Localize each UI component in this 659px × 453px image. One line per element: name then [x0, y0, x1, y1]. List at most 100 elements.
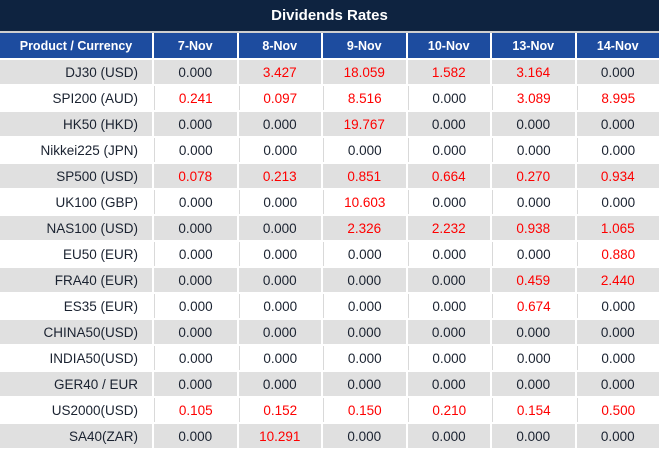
value-cell: 0.000 — [239, 112, 322, 136]
value-cell: 0.270 — [492, 164, 575, 188]
value-cell: 2.440 — [577, 268, 659, 292]
value-cell: 0.000 — [154, 242, 237, 266]
value-cell: 0.241 — [154, 86, 237, 110]
product-cell: INDIA50(USD) — [0, 346, 152, 370]
product-cell: UK100 (GBP) — [0, 190, 152, 214]
value-cell: 0.000 — [492, 190, 575, 214]
table-row: CHINA50(USD) 0.0000.0000.0000.0000.0000.… — [0, 320, 659, 344]
value-cell: 0.152 — [239, 398, 322, 422]
column-header-date-1: 7-Nov — [154, 33, 237, 58]
value-cell: 0.000 — [492, 320, 575, 344]
value-cell: 0.674 — [492, 294, 575, 318]
value-cell: 0.000 — [323, 346, 406, 370]
product-cell: FRA40 (EUR) — [0, 268, 152, 292]
product-cell: US2000(USD) — [0, 398, 152, 422]
value-cell: 10.291 — [239, 424, 322, 448]
table-row: FRA40 (EUR) 0.0000.0000.0000.0000.4592.4… — [0, 268, 659, 292]
table-title: Dividends Rates — [271, 7, 388, 24]
table-row: GER40 / EUR 0.0000.0000.0000.0000.0000.0… — [0, 372, 659, 396]
product-cell: Nikkei225 (JPN) — [0, 138, 152, 162]
table-row: INDIA50(USD) 0.0000.0000.0000.0000.0000.… — [0, 346, 659, 370]
product-cell: EU50 (EUR) — [0, 242, 152, 266]
dividends-table: Product / Currency 7-Nov 8-Nov 9-Nov 10-… — [0, 33, 659, 450]
value-cell: 0.000 — [577, 190, 659, 214]
value-cell: 0.000 — [492, 112, 575, 136]
value-cell: 3.164 — [492, 60, 575, 84]
table-row: US2000(USD) 0.1050.1520.1500.2100.1540.5… — [0, 398, 659, 422]
value-cell: 0.000 — [154, 268, 237, 292]
value-cell: 0.154 — [492, 398, 575, 422]
value-cell: 0.000 — [323, 294, 406, 318]
value-cell: 0.000 — [239, 190, 322, 214]
value-cell: 0.851 — [323, 164, 406, 188]
value-cell: 0.000 — [492, 242, 575, 266]
value-cell: 0.880 — [577, 242, 659, 266]
product-cell: HK50 (HKD) — [0, 112, 152, 136]
value-cell: 0.000 — [323, 242, 406, 266]
value-cell: 0.000 — [408, 138, 491, 162]
dividends-table-container: Product / Currency 7-Nov 8-Nov 9-Nov 10-… — [0, 33, 659, 451]
value-cell: 0.000 — [154, 424, 237, 448]
value-cell: 0.934 — [577, 164, 659, 188]
value-cell: 0.097 — [239, 86, 322, 110]
table-row: UK100 (GBP) 0.0000.00010.6030.0000.0000.… — [0, 190, 659, 214]
value-cell: 0.000 — [239, 346, 322, 370]
value-cell: 0.000 — [154, 372, 237, 396]
table-row: Nikkei225 (JPN) 0.0000.0000.0000.0000.00… — [0, 138, 659, 162]
product-cell: CHINA50(USD) — [0, 320, 152, 344]
value-cell: 0.000 — [577, 294, 659, 318]
value-cell: 0.000 — [239, 242, 322, 266]
value-cell: 0.000 — [577, 346, 659, 370]
column-header-date-5: 13-Nov — [492, 33, 575, 58]
value-cell: 0.213 — [239, 164, 322, 188]
value-cell: 0.000 — [154, 112, 237, 136]
value-cell: 0.000 — [408, 86, 491, 110]
table-row: EU50 (EUR) 0.0000.0000.0000.0000.0000.88… — [0, 242, 659, 266]
value-cell: 19.767 — [323, 112, 406, 136]
value-cell: 0.000 — [154, 216, 237, 240]
value-cell: 0.000 — [154, 320, 237, 344]
value-cell: 0.500 — [577, 398, 659, 422]
value-cell: 0.000 — [239, 138, 322, 162]
product-cell: ES35 (EUR) — [0, 294, 152, 318]
value-cell: 0.000 — [408, 372, 491, 396]
value-cell: 10.603 — [323, 190, 406, 214]
value-cell: 0.000 — [239, 320, 322, 344]
value-cell: 0.000 — [492, 138, 575, 162]
value-cell: 0.000 — [408, 294, 491, 318]
value-cell: 0.000 — [323, 372, 406, 396]
value-cell: 0.000 — [492, 372, 575, 396]
value-cell: 0.210 — [408, 398, 491, 422]
value-cell: 0.150 — [323, 398, 406, 422]
column-header-product: Product / Currency — [0, 33, 152, 58]
value-cell: 0.000 — [408, 112, 491, 136]
value-cell: 1.582 — [408, 60, 491, 84]
value-cell: 0.000 — [408, 346, 491, 370]
product-cell: GER40 / EUR — [0, 372, 152, 396]
value-cell: 0.000 — [239, 216, 322, 240]
value-cell: 0.000 — [408, 242, 491, 266]
value-cell: 3.089 — [492, 86, 575, 110]
value-cell: 3.427 — [239, 60, 322, 84]
product-cell: SPI200 (AUD) — [0, 86, 152, 110]
table-row: SP500 (USD) 0.0780.2130.8510.6640.2700.9… — [0, 164, 659, 188]
value-cell: 0.000 — [577, 60, 659, 84]
value-cell: 0.000 — [323, 320, 406, 344]
value-cell: 0.000 — [154, 60, 237, 84]
value-cell: 0.938 — [492, 216, 575, 240]
product-cell: NAS100 (USD) — [0, 216, 152, 240]
value-cell: 0.000 — [323, 138, 406, 162]
table-row: ES35 (EUR) 0.0000.0000.0000.0000.6740.00… — [0, 294, 659, 318]
header-row: Product / Currency 7-Nov 8-Nov 9-Nov 10-… — [0, 33, 659, 58]
value-cell: 0.000 — [577, 372, 659, 396]
column-header-date-4: 10-Nov — [408, 33, 491, 58]
value-cell: 0.000 — [323, 268, 406, 292]
value-cell: 8.516 — [323, 86, 406, 110]
value-cell: 2.326 — [323, 216, 406, 240]
value-cell: 2.232 — [408, 216, 491, 240]
value-cell: 0.000 — [492, 424, 575, 448]
value-cell: 8.995 — [577, 86, 659, 110]
column-header-date-3: 9-Nov — [323, 33, 406, 58]
value-cell: 0.000 — [408, 190, 491, 214]
value-cell: 0.664 — [408, 164, 491, 188]
